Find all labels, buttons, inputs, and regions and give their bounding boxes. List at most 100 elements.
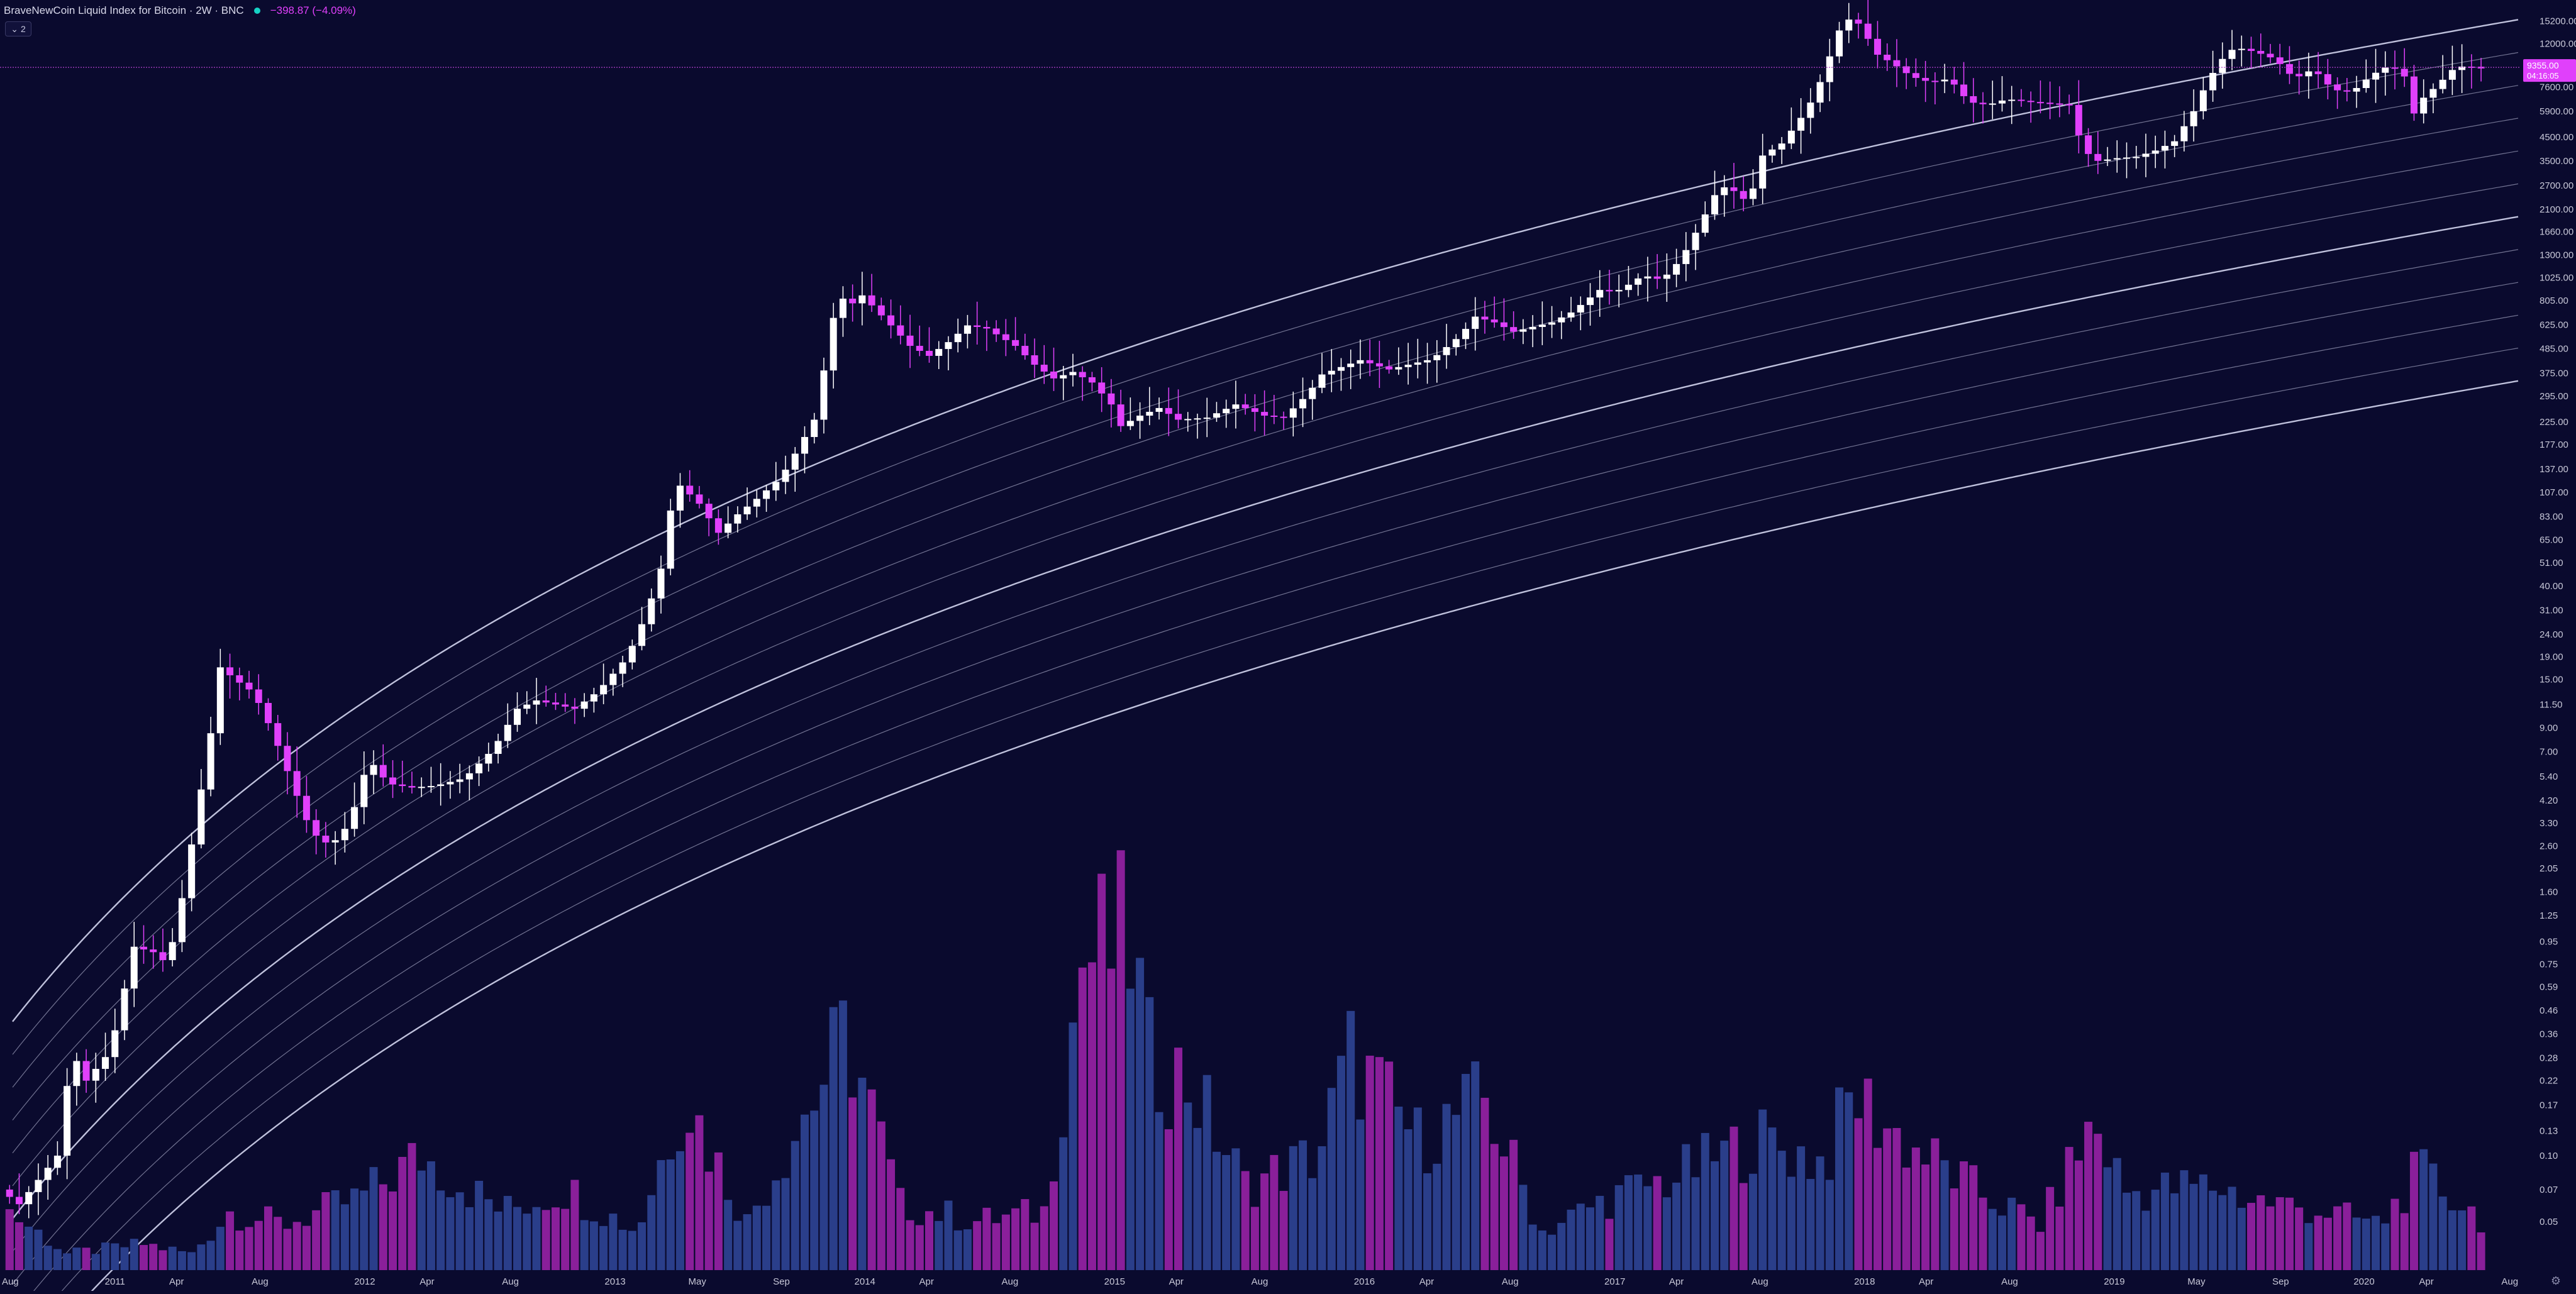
candle-body xyxy=(64,1086,70,1156)
volume-bar xyxy=(2381,1224,2389,1270)
volume-bar xyxy=(1136,958,1144,1270)
time-tick-label: Apr xyxy=(1419,1276,1434,1287)
volume-bar xyxy=(25,1227,33,1270)
candle-body xyxy=(1663,275,1670,279)
volume-bar xyxy=(2429,1164,2437,1270)
volume-bar xyxy=(2333,1207,2341,1270)
volume-bar xyxy=(2065,1147,2074,1270)
time-tick-label: Aug xyxy=(1752,1276,1768,1287)
candle-body xyxy=(1616,290,1623,291)
volume-bar xyxy=(1854,1118,1862,1270)
candle-body xyxy=(2018,100,2024,101)
candle-body xyxy=(140,947,147,949)
volume-bar xyxy=(1902,1168,1911,1270)
candle-body xyxy=(408,786,415,787)
volume-bar xyxy=(2228,1186,2236,1270)
candle-body xyxy=(131,947,138,988)
candle-body xyxy=(1845,19,1852,30)
price-tick-label: 0.75 xyxy=(2540,959,2558,970)
candle-body xyxy=(2420,97,2427,113)
candle-body xyxy=(571,707,578,709)
candle-body xyxy=(2315,72,2322,74)
volume-bar xyxy=(1864,1078,1872,1270)
volume-bar xyxy=(1548,1235,1556,1270)
volume-bar xyxy=(1729,1127,1738,1270)
volume-bar xyxy=(1989,1209,1997,1270)
candle-body xyxy=(1721,187,1728,195)
time-tick-label: 2019 xyxy=(2104,1276,2124,1287)
candle-body xyxy=(600,685,607,694)
volume-bar xyxy=(1126,988,1135,1270)
volume-bar xyxy=(733,1221,741,1270)
price-tick-label: 7600.00 xyxy=(2540,82,2573,93)
market-status-icon xyxy=(254,8,260,14)
candle-body xyxy=(332,840,339,843)
volume-bar xyxy=(2477,1232,2485,1270)
volume-bar xyxy=(1299,1141,1307,1270)
symbol-legend: BraveNewCoin Liquid Index for Bitcoin · … xyxy=(4,3,356,19)
gear-icon[interactable]: ⚙ xyxy=(2550,1275,2562,1287)
volume-bar xyxy=(1040,1206,1048,1270)
candle-body xyxy=(1376,363,1383,367)
candle-body xyxy=(102,1057,109,1069)
candle-body xyxy=(869,296,875,306)
candle-body xyxy=(2075,105,2082,135)
volume-bar xyxy=(92,1254,100,1270)
price-tick-label: 31.00 xyxy=(2540,606,2563,616)
volume-bar xyxy=(2238,1208,2246,1270)
symbol-title[interactable]: BraveNewCoin Liquid Index for Bitcoin · … xyxy=(4,4,244,17)
candle-body xyxy=(840,299,847,318)
candle-body xyxy=(1156,408,1163,412)
time-tick-label: Aug xyxy=(252,1276,269,1287)
time-tick-label: May xyxy=(2187,1276,2206,1287)
candle-body xyxy=(418,787,425,788)
volume-bar xyxy=(2017,1204,2025,1270)
price-tick-label: 11.50 xyxy=(2540,699,2562,710)
volume-bar xyxy=(647,1195,655,1270)
volume-bar xyxy=(121,1247,129,1270)
volume-bar xyxy=(1845,1092,1853,1270)
volume-bar xyxy=(1241,1171,1250,1270)
time-tick-label: Sep xyxy=(2272,1276,2289,1287)
candle-body xyxy=(2296,74,2302,76)
candle-body xyxy=(2372,73,2379,80)
volume-bar xyxy=(1778,1151,1786,1270)
volume-bar xyxy=(255,1221,263,1270)
candle-body xyxy=(945,342,952,349)
collapse-indicators-button[interactable]: ⌄ 2 xyxy=(5,21,31,36)
candle-body xyxy=(1491,319,1498,323)
volume-bar xyxy=(1605,1219,1613,1270)
candle-body xyxy=(2085,135,2092,154)
volume-bar xyxy=(542,1210,550,1270)
volume-bar xyxy=(149,1244,157,1270)
volume-bar xyxy=(686,1133,694,1270)
price-tick-label: 9.00 xyxy=(2540,723,2558,734)
time-tick-label: Aug xyxy=(1002,1276,1019,1287)
candle-body xyxy=(54,1156,61,1168)
candle-body xyxy=(1453,339,1460,347)
candle-body xyxy=(1424,360,1431,363)
price-scale[interactable]: 15200.0012000.009350.007600.005900.00450… xyxy=(2523,16,2576,1227)
candle-body xyxy=(744,507,751,514)
volume-bar xyxy=(1874,1148,1882,1270)
volume-bar xyxy=(427,1161,435,1270)
volume-bar xyxy=(1711,1161,1719,1270)
volume-bar xyxy=(1816,1156,1824,1270)
volume-bar xyxy=(657,1160,665,1270)
candle-body xyxy=(2363,80,2370,88)
volume-bar xyxy=(1433,1164,1441,1270)
candle-body xyxy=(188,844,195,898)
volume-bar xyxy=(1634,1175,1642,1270)
candle-body xyxy=(609,674,616,685)
volume-bar xyxy=(2180,1170,2188,1270)
volume-bar xyxy=(235,1230,243,1270)
candle-body xyxy=(2133,157,2140,158)
volume-bar xyxy=(2046,1187,2054,1270)
time-tick-label: Apr xyxy=(169,1276,184,1287)
candle-body xyxy=(169,942,176,960)
volume-bar xyxy=(15,1222,23,1270)
price-tick-label: 15200.00 xyxy=(2540,16,2576,27)
